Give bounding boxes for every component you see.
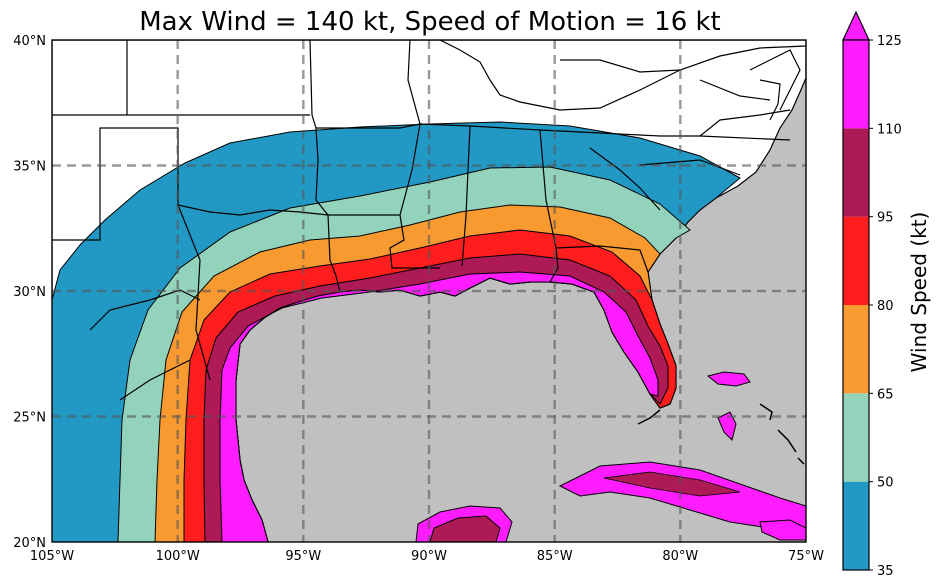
colorbar: [842, 10, 870, 571]
lon-tick-label: 90°W: [411, 549, 447, 564]
lon-tick-label: 75°W: [788, 549, 824, 564]
chart-title: Max Wind = 140 kt, Speed of Motion = 16 …: [139, 7, 721, 37]
colorbar-tick-label: 95: [877, 211, 894, 226]
colorbar-tick-label: 35: [877, 564, 894, 579]
gridlines: [52, 40, 806, 542]
colorbar-segment: [843, 128, 869, 217]
colorbar-tick-label: 50: [877, 476, 894, 491]
longitude-tick-labels: 105°W 100°W 95°W 90°W 85°W 80°W 75°W: [30, 549, 824, 564]
lat-tick-label: 30°N: [13, 285, 46, 300]
colorbar-segment: [843, 305, 869, 394]
colorbar-tick-label: 125: [877, 34, 902, 49]
lat-tick-label: 35°N: [13, 160, 46, 175]
colorbar-tick-label: 110: [877, 122, 902, 137]
colorbar-tick-labels: 35 50 65 80 95 110 125: [869, 34, 902, 579]
lon-tick-label: 80°W: [662, 549, 698, 564]
hispaniola-swath: [759, 519, 806, 541]
lat-tick-label: 25°N: [13, 411, 46, 426]
colorbar-tick-label: 65: [877, 387, 894, 402]
yucatan-inner: [429, 515, 501, 542]
colorbar-segment: [843, 481, 869, 570]
lon-tick-label: 85°W: [537, 549, 573, 564]
colorbar-label: Wind Speed (kt): [907, 212, 931, 373]
colorbar-tick-label: 80: [877, 299, 894, 314]
colorbar-segment: [843, 216, 869, 305]
latitude-tick-labels: 40°N 35°N 30°N 25°N 20°N: [13, 34, 46, 551]
cuba-inner: [603, 471, 741, 497]
colorbar-extend-arrow: [842, 10, 870, 41]
colorbar-segment: [843, 393, 869, 482]
lon-tick-label: 95°W: [285, 549, 321, 564]
map-frame: [51, 39, 807, 543]
wind-band-110-125: [219, 271, 659, 542]
keys: [637, 409, 661, 425]
lat-tick-label: 40°N: [13, 34, 46, 49]
lon-tick-label: 105°W: [30, 549, 74, 564]
bahamas-2: [706, 371, 751, 387]
bahamas-3: [759, 403, 805, 465]
lat-tick-label: 20°N: [13, 536, 46, 551]
bahamas-1: [717, 411, 737, 441]
lon-tick-label: 100°W: [156, 549, 200, 564]
colorbar-segment: [843, 40, 869, 129]
